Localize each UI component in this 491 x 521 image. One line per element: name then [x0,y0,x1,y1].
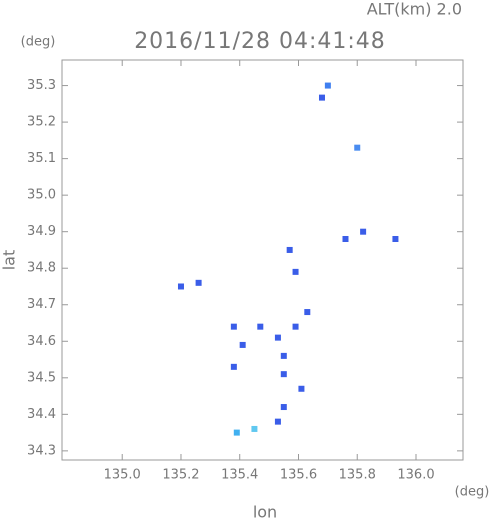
echo-point [230,363,237,370]
echo-point [280,404,287,411]
echo-point [324,82,331,89]
echo-point [239,341,246,348]
echo-point [318,94,325,101]
altitude-label: ALT(km) 2.0 [367,0,462,19]
x-tick-label: 135.6 [280,468,317,483]
echo-point [195,279,202,286]
echo-point [286,246,293,253]
x-tick-label: 136.0 [397,468,434,483]
chart-title: 2016/11/28 04:41:48 [134,29,386,54]
y-tick-label: 35.0 [27,188,56,203]
echo-point [280,371,287,378]
x-axis-label: lon [253,503,277,521]
x-unit: (deg) [455,485,490,500]
echo-point [292,268,299,275]
y-tick-label: 34.4 [27,407,56,422]
y-tick-label: 35.1 [27,151,56,166]
y-axis-label: lat [0,250,19,271]
x-tick-label: 135.2 [162,468,199,483]
x-tick-label: 135.4 [221,468,258,483]
echo-point [257,323,264,330]
y-tick-label: 34.3 [27,443,56,458]
echo-point [274,334,281,341]
echo-point [298,385,305,392]
y-tick-label: 34.8 [27,261,56,276]
plot-frame [61,59,464,461]
x-tick-label: 135.8 [339,468,376,483]
y-tick-label: 34.7 [27,297,56,312]
y-tick-label: 34.6 [27,334,56,349]
y-unit: (deg) [21,35,56,50]
echo-point [304,309,311,316]
echo-point [230,323,237,330]
y-tick-label: 34.5 [27,370,56,385]
echo-point [360,228,367,235]
echo-point [292,323,299,330]
echo-point [274,418,281,425]
echo-point [354,144,361,151]
echo-point [177,283,184,290]
echo-point [342,235,349,242]
y-tick-label: 35.2 [27,115,56,130]
echo-point [251,425,258,432]
echo-point [233,429,240,436]
echo-point [280,352,287,359]
echo-point [392,235,399,242]
y-tick-label: 35.3 [27,78,56,93]
x-tick-label: 135.0 [104,468,141,483]
y-tick-label: 34.9 [27,224,56,239]
